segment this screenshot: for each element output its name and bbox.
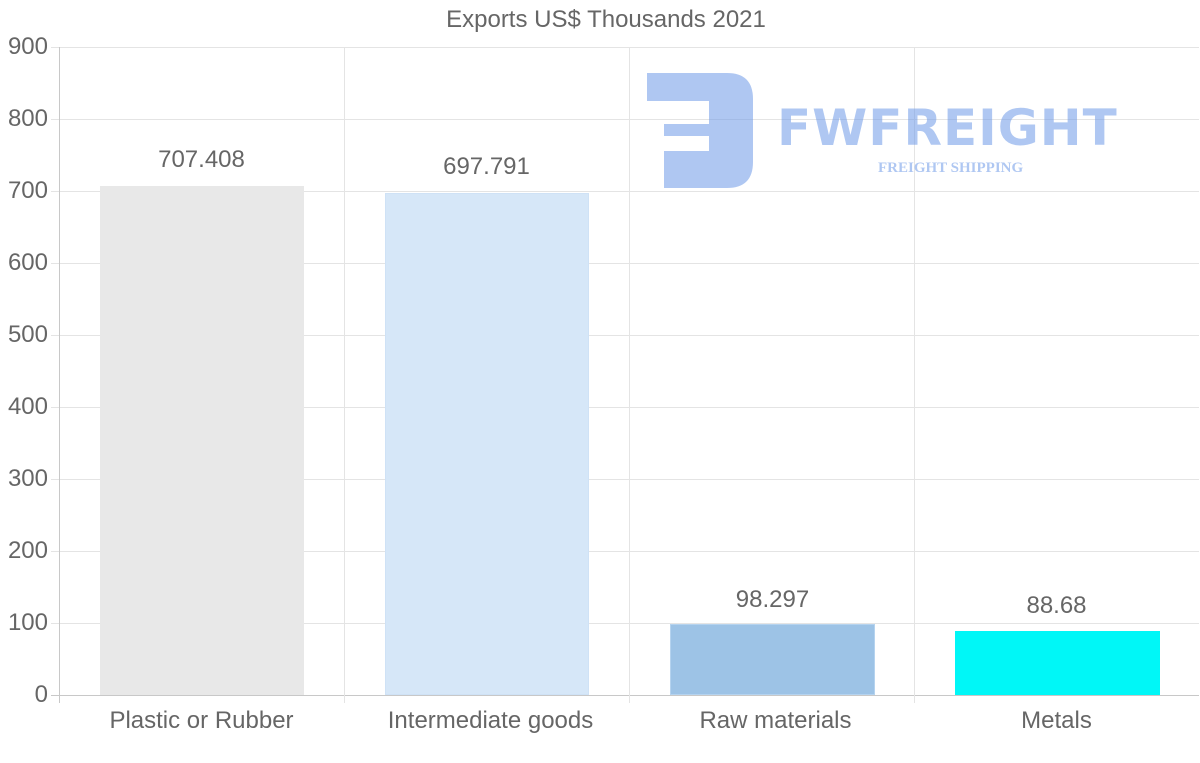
x-tick-mark <box>914 695 915 703</box>
x-tick-mark <box>344 695 345 703</box>
y-tick-label: 900 <box>7 33 48 60</box>
x-tick-mark <box>59 695 60 703</box>
watermark-brand: FWFREIGHT <box>777 99 1118 157</box>
gridline <box>51 335 1199 336</box>
gridline <box>344 47 345 703</box>
y-tick-label: 300 <box>7 465 48 492</box>
value-label: 88.68 <box>1026 592 1087 619</box>
bar-intermediate-goods[interactable] <box>385 193 589 695</box>
fwfreight-logo-icon <box>647 73 753 188</box>
x-tick-label: Raw materials <box>699 707 852 734</box>
value-label: 98.297 <box>735 586 810 613</box>
chart-title: Exports US$ Thousands 2021 <box>446 6 766 33</box>
x-tick-label: Intermediate goods <box>387 707 594 734</box>
y-tick-label: 200 <box>7 537 48 564</box>
watermark-logo: FWFREIGHT FREIGHT SHIPPING <box>647 73 1147 188</box>
gridline <box>51 191 1199 192</box>
gridline <box>51 623 1199 624</box>
gridline <box>51 47 1199 48</box>
y-tick-label: 700 <box>7 177 48 204</box>
gridline <box>51 407 1199 408</box>
x-tick-label: Plastic or Rubber <box>109 707 294 734</box>
value-label: 697.791 <box>443 153 530 180</box>
gridline <box>51 479 1199 480</box>
gridline <box>914 47 915 703</box>
bar-plastic-or-rubber[interactable] <box>100 186 304 695</box>
x-tick-mark <box>629 695 630 703</box>
bar-raw-materials[interactable] <box>670 624 875 695</box>
gridline <box>629 47 630 703</box>
gridline <box>51 263 1199 264</box>
y-tick-label: 0 <box>34 681 48 708</box>
gridline <box>51 551 1199 552</box>
watermark-tagline: FREIGHT SHIPPING <box>878 160 1024 176</box>
y-tick-label: 800 <box>7 105 48 132</box>
x-axis-line <box>51 695 1199 696</box>
x-tick-label: Metals <box>1021 707 1092 734</box>
y-tick-label: 500 <box>7 321 48 348</box>
y-tick-label: 100 <box>7 609 48 636</box>
bar-metals[interactable] <box>955 631 1160 695</box>
gridline <box>51 119 1199 120</box>
y-axis-line <box>59 47 60 703</box>
y-tick-label: 400 <box>7 393 48 420</box>
y-tick-label: 600 <box>7 249 48 276</box>
value-label: 707.408 <box>158 146 245 173</box>
plot-area <box>51 47 1199 703</box>
